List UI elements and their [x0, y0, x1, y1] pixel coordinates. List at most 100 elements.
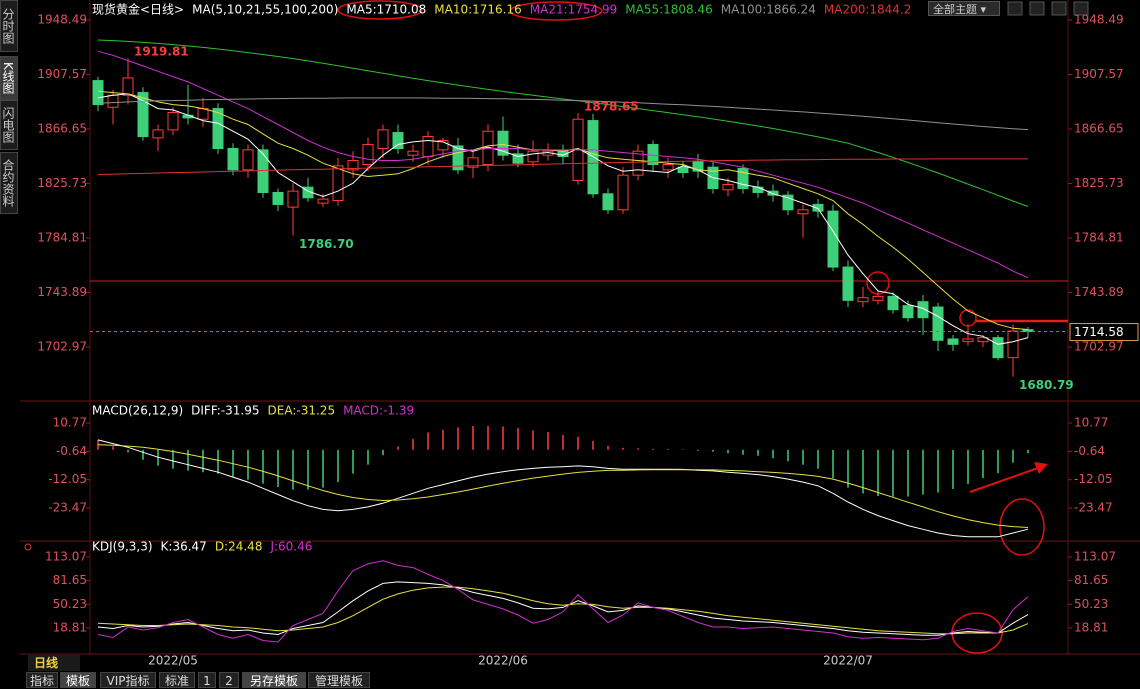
theme-label: 全部主题	[933, 3, 977, 16]
indicator-line	[97, 444, 1029, 528]
y-tick-label: 1743.89	[37, 285, 87, 299]
tool-icon[interactable]	[1073, 1, 1089, 16]
y-tick-label: 18.81	[53, 620, 87, 634]
candle-body	[857, 297, 869, 303]
indicator-line	[97, 581, 1029, 636]
candle-body	[467, 157, 479, 168]
candle-body	[512, 153, 524, 164]
y-tick-label: -23.47	[48, 501, 87, 515]
footer-tab[interactable]: VIP指标	[100, 672, 156, 688]
indicator-line	[97, 93, 1029, 345]
x-tick-label: 2022/05	[148, 654, 198, 668]
arrow-head	[1034, 462, 1048, 474]
footer-tab[interactable]: 2	[219, 672, 239, 688]
candle-body	[977, 337, 989, 343]
y-tick-label: 18.81	[1074, 620, 1108, 634]
legend-entry: J:60.46	[269, 540, 312, 554]
legend-entry: MA10:1716.16	[434, 3, 522, 17]
candle-body	[752, 186, 764, 193]
y-tick-label: 50.23	[53, 597, 87, 611]
candle-body	[482, 130, 494, 166]
candle-body	[107, 94, 119, 108]
highlight-ellipse	[337, 0, 423, 20]
side-tab[interactable]: 分时图	[0, 0, 18, 52]
candle-body	[662, 164, 674, 171]
y-tick-label: -0.64	[56, 444, 87, 458]
candle-body	[452, 145, 464, 171]
candle-body	[722, 183, 734, 191]
candle-body	[212, 108, 224, 150]
indicator-line	[97, 439, 1029, 538]
theme-dropdown[interactable]: 全部主题 ▾	[928, 1, 1000, 16]
candle-body	[347, 160, 359, 171]
y-tick-label: 50.23	[1074, 597, 1108, 611]
footer-tab[interactable]: 另存模板	[242, 672, 306, 688]
legend-entry: MA100:1866.24	[721, 3, 816, 17]
indicator-line	[97, 50, 1029, 279]
y-tick-label: 81.65	[1074, 573, 1108, 587]
price-tag-box	[1069, 323, 1139, 342]
legend-entry: MACD:-1.39	[343, 404, 414, 418]
candle-body	[902, 305, 914, 319]
candle-body	[917, 301, 929, 319]
y-tick-label: 1825.73	[1074, 176, 1124, 190]
candle-body	[812, 203, 824, 212]
tool-icon[interactable]	[1007, 1, 1023, 16]
indicator-line	[97, 39, 1029, 207]
candle-body	[842, 266, 854, 301]
highlight-ellipse	[509, 1, 603, 21]
candle-body	[287, 190, 299, 208]
indicator-line	[97, 90, 1029, 330]
footer-tab[interactable]: 指标	[26, 672, 58, 688]
period-label[interactable]: 日线	[28, 655, 80, 671]
candle-body	[947, 338, 959, 345]
highlight-circle	[959, 309, 977, 327]
candle-body	[692, 161, 704, 172]
footer-tab[interactable]: 1	[198, 672, 216, 688]
candle-body	[872, 295, 884, 301]
candle-body	[737, 168, 749, 189]
footer-tab[interactable]: 模板	[60, 672, 96, 688]
candle-body	[527, 150, 539, 163]
y-tick-label: 1866.65	[1074, 122, 1124, 136]
side-tab[interactable]: 闪电图	[0, 100, 18, 150]
footer-tab[interactable]: 标准	[159, 672, 195, 688]
candle-body	[362, 144, 374, 166]
candle-body	[437, 140, 449, 151]
candle-body	[1007, 330, 1019, 359]
y-tick-label: 1948.49	[37, 13, 87, 27]
side-tab[interactable]: K线图	[0, 56, 18, 100]
candle-body	[632, 150, 644, 176]
legend-entry: DEA:-31.25	[268, 404, 336, 418]
price-annotation: 1680.79	[1019, 378, 1074, 392]
side-tab[interactable]: 合约资料	[0, 152, 18, 214]
candle-body	[932, 306, 944, 341]
legend-entry: MACD(26,12,9)	[92, 404, 183, 418]
price-annotation: 1919.81	[134, 45, 189, 59]
candle-body	[782, 194, 794, 211]
tool-icon[interactable]	[1029, 1, 1045, 16]
candle-body	[827, 210, 839, 268]
indicator-line	[97, 560, 1029, 643]
legend-entry: K:36.47	[161, 540, 207, 554]
footer-tab[interactable]: 管理模板	[308, 672, 370, 688]
candle-body	[602, 193, 614, 211]
indicator-line	[97, 158, 1028, 175]
legend-entry: D:24.48	[215, 540, 263, 554]
legend-entry: MA55:1808.46	[625, 3, 713, 17]
y-tick-label: 1784.81	[37, 231, 87, 245]
y-tick-label: 1907.57	[1074, 67, 1124, 81]
y-tick-label: 81.65	[53, 573, 87, 587]
y-tick-label: 1702.97	[37, 340, 87, 354]
candle-body	[227, 148, 239, 171]
y-tick-label: 113.07	[45, 550, 87, 564]
y-tick-label: 1825.73	[37, 176, 87, 190]
y-tick-label: -12.05	[1074, 472, 1113, 486]
y-tick-label: 113.07	[1074, 550, 1116, 564]
tool-icon[interactable]	[1051, 1, 1067, 16]
price-annotation: 1786.70	[299, 237, 354, 251]
legend-entry: MA5:1710.08	[346, 3, 426, 17]
settings-icon[interactable]	[24, 543, 32, 551]
